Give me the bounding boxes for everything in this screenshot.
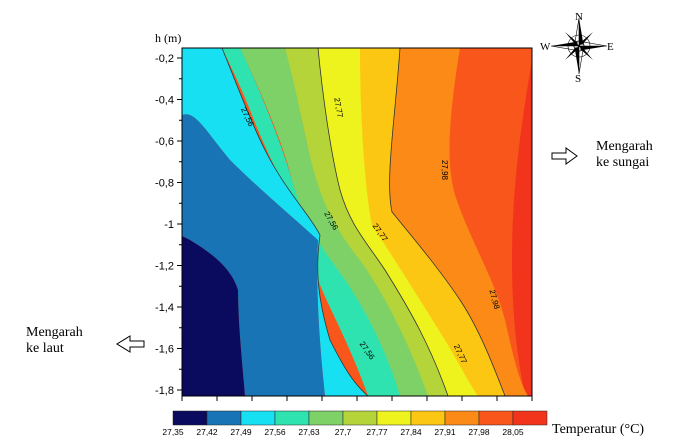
annotation-to-sea: Mengarah ke laut [26,325,83,357]
x-axis-ticks [181,396,533,401]
colorbar-swatch [342,410,378,426]
colorbar-swatch [172,410,208,426]
arrow-left-icon [116,335,145,353]
band-27-77-27-84 [318,48,478,396]
contour-line-27-56 [221,47,369,397]
y-tick-label: -0,2 [155,53,174,65]
compass-n-label: N [575,11,583,23]
colorbar-swatch [478,410,514,426]
annotation-to-river-line1: Mengarah [596,139,653,154]
colorbar-tick-label: 27,56 [264,427,286,437]
colorbar-tick-label: 27,35 [162,427,184,437]
colorbar-swatch [206,410,242,426]
band-27-56-27-63 [222,48,400,396]
y-tick-label: -1,2 [155,261,174,273]
colorbar-tick-label: 27,77 [366,427,388,437]
colorbar-swatch [240,410,276,426]
compass-rose-icon [550,17,608,75]
annotation-to-river-line2: ke sungai [596,155,650,170]
contour-label: 27,77 [332,97,344,119]
contour-lines [221,47,506,397]
contour-line-27-98 [389,47,506,397]
colorbar-swatch [512,410,548,426]
colorbar: 27,35 27,42 27,49 27,56 27,63 27,7 27,77 27,84 2… [162,410,548,437]
colorbar-tick-label: 27,42 [196,427,218,437]
contour-bands [182,48,532,396]
band-27-42-27-49 [182,114,325,396]
y-axis-label: h (m) [155,31,181,45]
colorbar-tick-label: 27,7 [335,427,352,437]
y-tick-label: -0,6 [155,136,174,148]
colorbar-tick-label: 28,05 [502,427,524,437]
colorbar-tick-label: 27,84 [400,427,422,437]
y-axis: -0,2 -0,4 -0,6 -0,8 -1 -1,2 -1,4 -1,6 -1,8 [155,53,182,397]
annotation-to-river: Mengarah ke sungai [596,139,653,171]
colorbar-swatch [376,410,412,426]
band-27-7-27-77 [285,48,448,396]
colorbar-swatch [308,410,344,426]
y-tick-label: -1,8 [155,385,174,397]
compass-w-label: W [540,41,551,53]
band-27-49-27-56 [182,48,368,396]
y-tick-label: -1 [164,219,174,231]
colorbar-swatch [410,410,446,426]
colorbar-tick-label: 27,98 [468,427,490,437]
contour-label: 27,98 [440,160,449,181]
y-tick-label: -1,6 [155,344,174,356]
y-tick-label: -1,4 [155,302,174,314]
colorbar-label: Temperatur (°C) [552,422,644,437]
colorbar-tick-label: 27,91 [434,427,456,437]
annotation-to-sea-line1: Mengarah [26,325,83,340]
colorbar-swatch [444,410,480,426]
band-27-63-27-7 [240,48,428,396]
annotation-to-sea-line2: ke laut [26,341,64,356]
y-tick-label: -0,4 [155,95,174,107]
band-27-35-27-42 [182,236,245,396]
band-above-28-05 [512,48,532,396]
y-tick-label: -0,8 [155,178,174,190]
colorbar-tick-label: 27,49 [230,427,252,437]
contour-line-27-77 [317,47,449,397]
arrow-right-icon [551,147,578,165]
colorbar-swatch [274,410,310,426]
colorbar-tick-label: 27,63 [298,427,320,437]
compass-e-label: E [607,41,614,53]
compass-s-label: S [575,73,581,85]
